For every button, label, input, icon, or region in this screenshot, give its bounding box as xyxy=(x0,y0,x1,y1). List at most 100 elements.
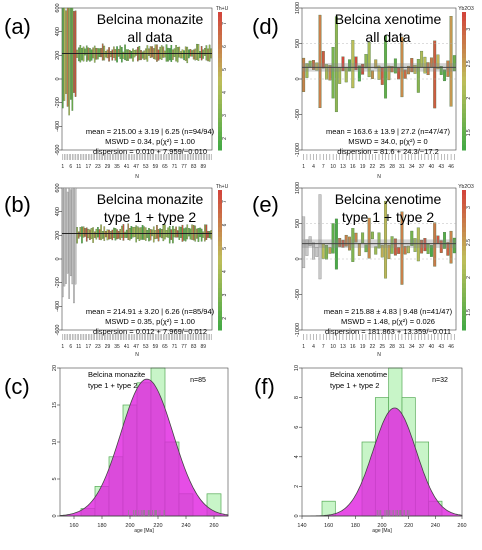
colorbar-step xyxy=(218,53,222,59)
stats-line: mean = 163.6 ± 13.9 | 27.2 (n=47/47) xyxy=(326,127,451,136)
colorbar-step xyxy=(218,297,222,303)
colorbar-tick-label: 2.5 xyxy=(466,60,472,67)
data-bar xyxy=(199,227,201,238)
panel-title: Belcina xenotime xyxy=(335,191,442,207)
data-bar xyxy=(393,58,397,74)
data-bar xyxy=(116,229,118,240)
data-bar xyxy=(113,227,115,238)
panel-label: (b) xyxy=(4,192,31,217)
data-bar xyxy=(81,48,83,61)
stats-line: MSWD = 0.34, p(χ²) = 1.00 xyxy=(105,137,195,146)
x-tick-label: 41 xyxy=(124,164,130,170)
colorbar-step xyxy=(462,278,466,284)
y-tick-label: 400 xyxy=(55,207,61,216)
colorbar-step xyxy=(462,67,466,73)
colorbar-step xyxy=(462,311,466,317)
colorbar-step xyxy=(218,190,222,196)
y-tick-label: 0 xyxy=(295,77,301,80)
x-tick-label: 19 xyxy=(360,164,366,170)
colorbar-tick-label: 6 xyxy=(222,223,228,226)
colorbar-step xyxy=(218,44,222,50)
x-tick-label: 10 xyxy=(330,164,336,170)
colorbar-step xyxy=(462,325,466,331)
data-bar xyxy=(344,234,348,247)
data-bar xyxy=(114,228,117,241)
data-bar xyxy=(66,191,69,274)
data-bar xyxy=(433,40,437,109)
data-bar xyxy=(413,65,417,74)
y-tick-label: 5 xyxy=(52,477,58,480)
colorbar-step xyxy=(462,241,466,247)
data-bar xyxy=(207,48,209,62)
colorbar-step xyxy=(218,302,222,308)
x-tick-label: 22 xyxy=(370,344,376,350)
colorbar-step xyxy=(462,12,466,18)
colorbar-tick-label: 7 xyxy=(222,22,228,25)
colorbar-step xyxy=(218,99,222,105)
x-tick-band xyxy=(62,334,212,340)
panel-subtitle: type 1 + type 2 xyxy=(88,381,137,390)
colorbar-step xyxy=(462,81,466,87)
colorbar-step xyxy=(462,117,466,123)
x-tick-label: 1 xyxy=(61,164,64,170)
x-tick-label: 13 xyxy=(340,164,346,170)
colorbar-step xyxy=(462,264,466,270)
x-axis-label: N xyxy=(135,174,139,180)
colorbar-step xyxy=(218,274,222,280)
data-bar xyxy=(77,231,80,239)
data-bar xyxy=(159,46,161,60)
data-bar xyxy=(308,236,312,246)
data-bar xyxy=(312,242,315,260)
data-bar xyxy=(191,224,193,240)
data-bar xyxy=(390,66,394,73)
colorbar-tick-label: 2 xyxy=(466,276,472,279)
data-bar xyxy=(162,46,165,58)
data-bar xyxy=(168,226,171,244)
colorbar-step xyxy=(218,260,222,266)
x-tick-label: 65 xyxy=(162,164,168,170)
colorbar-tick-label: 1.5 xyxy=(466,129,472,136)
data-bar xyxy=(452,237,456,254)
data-bar xyxy=(186,224,189,240)
x-tick-label: 34 xyxy=(409,344,415,350)
data-bar xyxy=(426,62,430,76)
colorbar-step xyxy=(462,246,466,252)
data-bar xyxy=(189,49,192,57)
colorbar-step xyxy=(462,222,466,228)
colorbar-step xyxy=(462,44,466,50)
data-bar xyxy=(439,66,443,75)
panel-title: Belcina monazite xyxy=(97,191,204,207)
colorbar-step xyxy=(462,255,466,261)
data-bar xyxy=(108,229,110,240)
x-tick-label: 180 xyxy=(351,523,360,529)
data-bar xyxy=(357,65,361,82)
x-tick-label: 23 xyxy=(95,164,101,170)
y-tick-label: 500 xyxy=(295,39,301,48)
data-bar xyxy=(318,194,322,280)
data-bar xyxy=(416,227,420,262)
x-tick-label: 41 xyxy=(124,344,130,350)
data-bar xyxy=(180,51,182,59)
data-bar xyxy=(66,7,69,107)
data-bar xyxy=(151,229,153,237)
colorbar-tick-label: 2 xyxy=(222,317,228,320)
data-bar xyxy=(305,63,309,78)
x-tick-label: 17 xyxy=(86,164,92,170)
y-tick-label: 0 xyxy=(294,514,300,517)
colorbar-step xyxy=(462,288,466,294)
data-bar xyxy=(85,227,88,242)
y-tick-label: -600 xyxy=(55,144,61,155)
colorbar-step xyxy=(462,122,466,128)
colorbar-step xyxy=(218,204,222,210)
x-tick-label: 16 xyxy=(350,164,356,170)
x-tick-label: 71 xyxy=(172,344,178,350)
data-bar xyxy=(173,48,176,58)
data-bar xyxy=(124,44,126,61)
colorbar-step xyxy=(218,108,222,114)
panel-label: (a) xyxy=(4,14,31,39)
data-bar xyxy=(162,224,165,242)
colorbar-step xyxy=(218,320,222,326)
colorbar-step xyxy=(218,264,222,270)
x-tick-label: 23 xyxy=(95,344,101,350)
y-tick-label: -400 xyxy=(55,301,61,312)
